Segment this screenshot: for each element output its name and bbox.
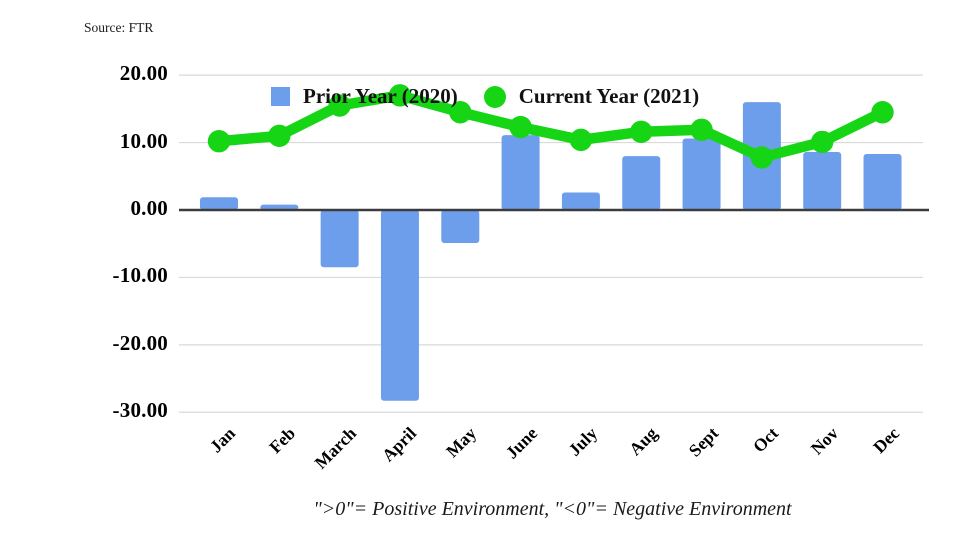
legend-swatch-prior-year: [271, 87, 290, 106]
line-marker-Aug: [630, 120, 653, 143]
y-axis-tick-label: -20.00: [112, 330, 168, 355]
line-marker-Sept: [690, 118, 713, 141]
bar-Sept: [682, 138, 721, 210]
x-axis-label-oct: Oct: [748, 423, 783, 457]
bar-Jan: [200, 197, 238, 210]
line-marker-Oct: [750, 146, 774, 169]
bar-July: [561, 192, 600, 210]
line-marker-March: [328, 94, 351, 117]
legend: Prior Year (2020) Current Year (2021): [271, 84, 699, 109]
bar-Aug: [622, 156, 661, 210]
bar-March: [320, 210, 359, 268]
x-axis-label-dec: Dec: [868, 423, 903, 458]
x-axis-label-march: March: [310, 423, 360, 473]
bar-April: [380, 210, 419, 401]
legend-label-prior-year: Prior Year (2020): [303, 84, 458, 108]
y-axis-tick-label: 0.00: [130, 196, 168, 220]
y-axis-tick-label: 20.00: [119, 61, 168, 86]
line-marker-Dec: [871, 101, 894, 124]
bar-June: [501, 135, 540, 210]
x-axis-label-may: May: [442, 423, 481, 462]
line-marker-July: [569, 128, 593, 152]
bar-Nov: [803, 152, 842, 210]
line-marker-April: [388, 84, 412, 107]
x-axis-label-july: July: [564, 423, 602, 460]
bar-May: [441, 210, 480, 244]
line-marker-May: [449, 101, 472, 124]
x-axis-label-nov: Nov: [806, 423, 843, 459]
legend-marker-current-year: [483, 85, 506, 108]
line-marker-Nov: [811, 130, 834, 154]
x-axis-label-jan: Jan: [205, 423, 240, 457]
y-axis-tick-label: 10.00: [119, 128, 168, 153]
line-marker-Jan: [207, 130, 231, 153]
x-axis-label-aug: Aug: [625, 423, 662, 460]
source-label: Source: FTR: [84, 20, 154, 35]
line-marker-June: [509, 115, 532, 139]
x-axis-label-june: June: [501, 423, 541, 463]
line-marker-Feb: [268, 124, 291, 148]
bar-Feb: [260, 204, 299, 210]
x-axis-label-feb: Feb: [265, 423, 300, 458]
x-axis-label-april: April: [377, 423, 421, 466]
bar-Dec: [863, 154, 902, 210]
y-axis: 20.00 10.00 0.00 -10.00 -20.00 -30.00: [0, 0, 168, 552]
x-axis-label-sept: Sept: [684, 423, 722, 461]
y-axis-tick-label: -30.00: [112, 398, 168, 423]
y-axis-tick-label: -10.00: [112, 263, 168, 288]
chart-caption: ">0"= Positive Environment, "<0"= Negati…: [313, 498, 792, 520]
legend-label-current-year: Current Year (2021): [518, 84, 700, 108]
